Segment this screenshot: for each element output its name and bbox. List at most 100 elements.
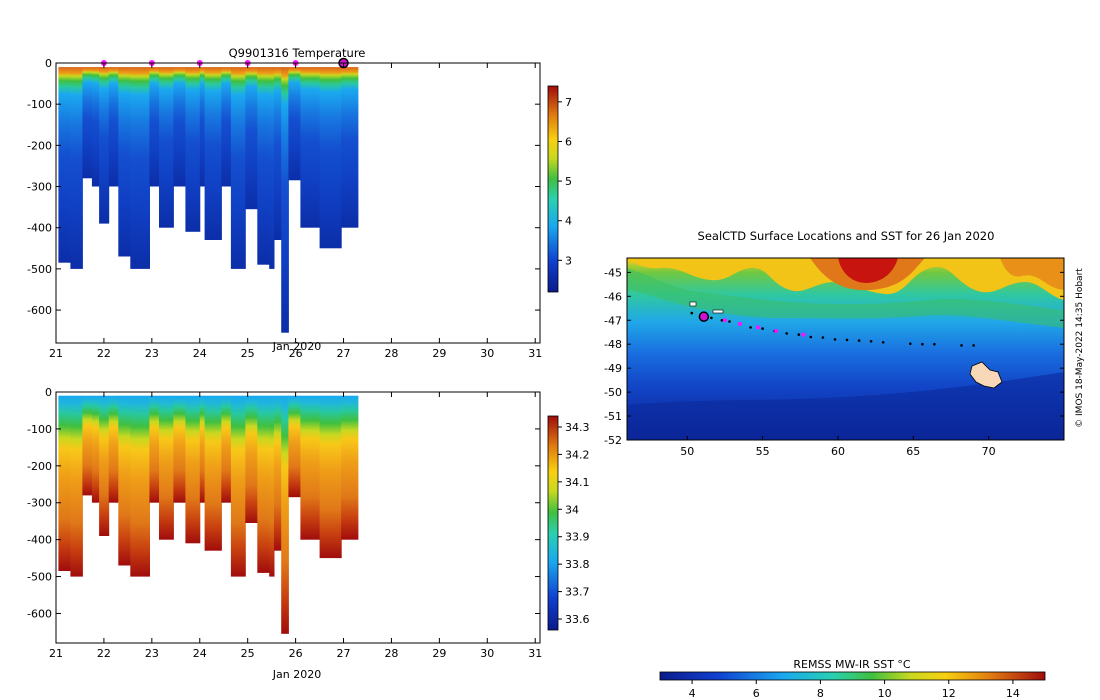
p2-profile-1 [70,395,83,577]
p2-profile-7 [130,395,150,577]
temperature-x-ticks: 21 22 23 24 25 26 27 28 29 30 31 [49,63,542,360]
p1-profile-3 [91,67,100,187]
sst-island-kerguelen [969,361,1003,389]
p1-profile-19 [274,67,282,240]
sst-cbar-label-3: 10 [878,687,892,700]
sst-xtick-label-2: 60 [831,445,845,458]
p1-profile-0 [58,67,71,263]
p2-xtick-label-8: 29 [432,647,446,660]
sst-xtick-label-3: 65 [906,445,920,458]
p2-profile-22 [300,395,321,540]
p2-profile-18 [269,395,275,577]
p2-xtick-label-5: 26 [289,647,303,660]
p1-profile-20 [281,67,289,333]
salinity-colorbar: 34.3 34.2 34.1 34 33.9 33.8 33.7 33.6 [547,415,590,631]
p2-ytick-label-3: -300 [27,497,52,510]
p1-cbar-label-4: 3 [565,254,572,267]
p1-cbar-label-3: 4 [565,215,572,228]
surface-point-2 [756,325,761,330]
sst-xtick-label-1: 55 [756,445,770,458]
sst-cold-south [627,372,1064,440]
p2-xtick-label-6: 27 [337,647,351,660]
temperature-panel: Q9901316 Temperature 21 22 23 24 25 26 27 28 29 3… [27,46,572,360]
p1-profile-15 [230,67,246,269]
p1-ytick-label-0: 0 [45,57,52,70]
p1-profile-6 [118,67,131,257]
p2-profile-19 [274,395,282,551]
track-point-22 [972,344,975,347]
p2-cbar-label-3: 34 [565,503,579,516]
salinity-colorbar-ramp [547,415,559,631]
track-point-4 [728,320,731,323]
sst-hot-core [838,258,898,284]
p2-profile-14 [221,395,232,503]
p1-profile-2 [82,67,93,179]
p2-ytick-label-2: -200 [27,460,52,473]
p1-ytick-label-5: -500 [27,263,52,276]
p2-profile-23 [319,395,342,559]
sst-ytick-label-1: -46 [604,290,622,303]
salinity-x-ticks: 21 22 23 24 25 26 27 28 29 30 31 [49,392,542,660]
crozet-east-land [712,309,724,314]
track-point-12 [821,336,825,339]
sst-map-title: SealCTD Surface Locations and SST for 26… [698,229,995,243]
p1-profile-5 [108,67,119,187]
p2-profile-15 [230,395,246,577]
sst-cbar-label-1: 6 [753,687,760,700]
p1-profile-10 [173,67,186,187]
track-point-0 [690,311,694,315]
p2-cbar-label-6: 33.7 [565,586,590,599]
p1-profile-9 [159,67,174,228]
p1-cbar-label-1: 6 [565,135,572,148]
sst-xtick-label-0: 50 [680,445,694,458]
sst-green-band [627,268,1064,328]
p1-profile-18 [269,67,275,269]
track-point-9 [785,332,788,335]
sst-xtick-label-4: 70 [982,445,996,458]
sst-colorbar: REMSS MW-IR SST °C 4 6 8 10 12 14 [659,658,1046,700]
p2-xtick-label-2: 23 [145,647,159,660]
p1-xtick-label-6: 27 [337,347,351,360]
current-location [698,311,710,322]
p1-xtick-label-3: 24 [193,347,207,360]
p1-ytick-label-1: -100 [27,98,52,111]
p2-profile-8 [149,395,160,503]
p2-ytick-label-4: -400 [27,534,52,547]
track-point-18 [909,342,912,346]
sst-orange-band [810,258,925,291]
sst-island-crozet-west [689,301,697,307]
temperature-colorbar-ramp [547,85,559,293]
sst-colorbar-label: REMSS MW-IR SST °C [793,658,911,671]
p2-ytick-label-0: 0 [45,386,52,399]
p2-cbar-label-7: 33.6 [565,613,590,626]
p2-ytick-label-6: -600 [27,607,52,620]
sst-ytick-label-5: -50 [604,386,622,399]
p2-xtick-label-3: 24 [193,647,207,660]
sst-credit: © IMOS 18-May-2022 14:35 Hobart [1075,268,1085,428]
p2-profile-9 [159,395,174,540]
sst-map-frame [626,257,1065,441]
p1-profile-13 [204,67,222,240]
p2-xtick-label-4: 25 [241,647,255,660]
p1-ytick-label-3: -300 [27,181,52,194]
p1-profile-21 [288,67,301,181]
sst-east-warm [1000,258,1064,290]
p2-xtick-label-7: 28 [384,647,398,660]
track-point-10 [797,333,801,336]
surface-point-1 [738,321,742,326]
sst-island-crozet-east [712,309,724,314]
p1-profile-11 [185,67,201,232]
p1-cbar-label-2: 5 [565,175,572,188]
sst-ytick-label-2: -47 [604,314,622,327]
temperature-profiles [58,67,359,333]
p1-xtick-label-1: 22 [97,347,111,360]
sst-track-points [690,311,975,347]
sst-ytick-label-3: -48 [604,338,622,351]
p2-profile-10 [173,395,186,503]
p2-profile-2 [82,395,93,496]
p2-profile-4 [99,395,110,536]
p1-ytick-label-6: -600 [27,304,52,317]
p2-xtick-label-10: 31 [528,647,542,660]
p1-xtick-label-2: 23 [145,347,159,360]
